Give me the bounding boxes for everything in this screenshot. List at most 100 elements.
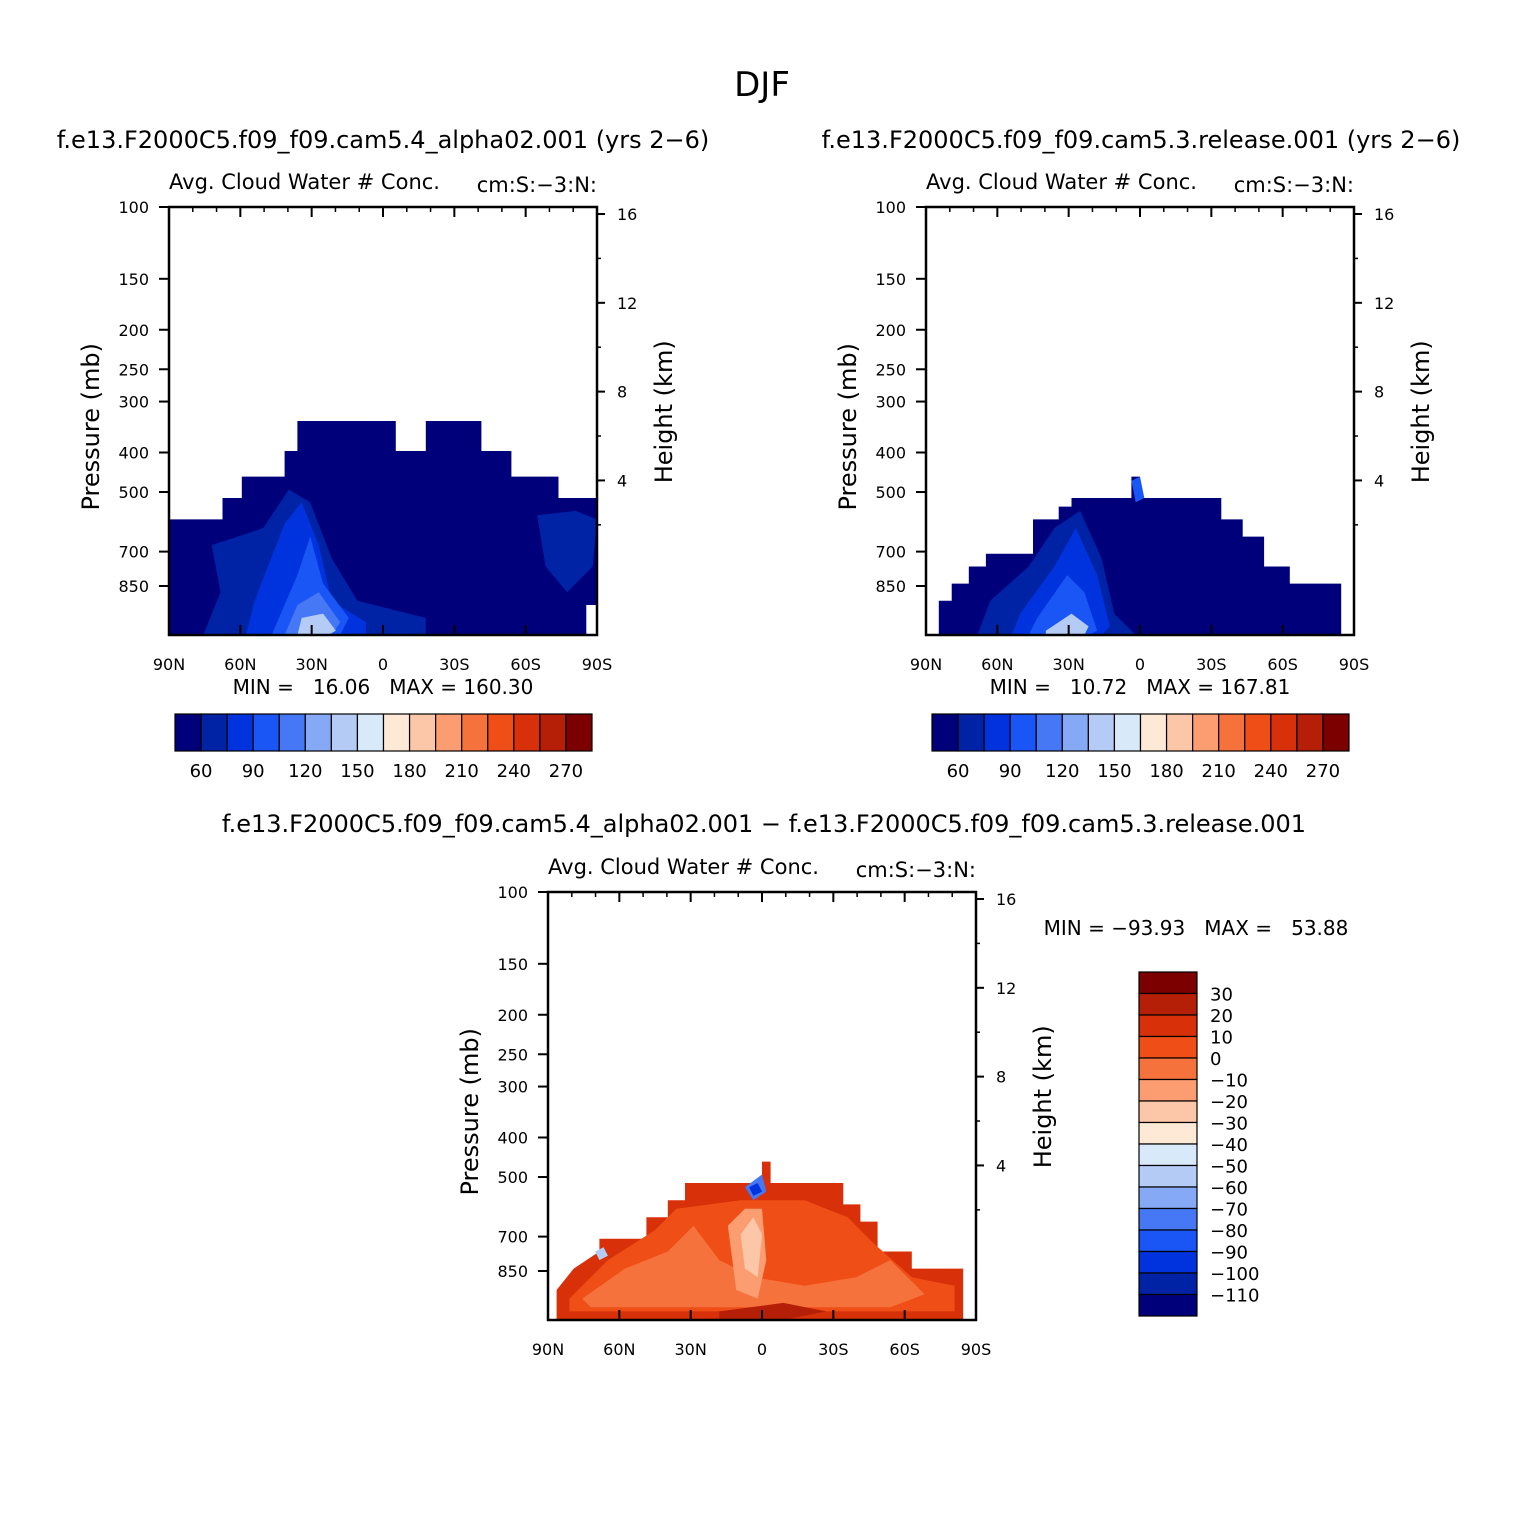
colorbar-swatch: [1035, 713, 1063, 752]
colorbar-2: 60 90 120 150 180 210 240 270: [931, 713, 1350, 782]
min-max-stats: MIN = 16.06 MAX = 160.30: [233, 675, 534, 699]
x-tick-label: 90S: [1339, 655, 1370, 674]
y-tick-label: 300: [118, 393, 149, 412]
y-tick-label: 500: [497, 1168, 528, 1187]
colorbar-swatch: [1009, 713, 1037, 752]
colorbar-label: 20: [1210, 1006, 1233, 1027]
colorbar-label: −50: [1210, 1157, 1248, 1178]
y2-tick-label: 12: [996, 979, 1016, 998]
colorbar-swatch: [1138, 1057, 1198, 1081]
x-tick-label: 60N: [224, 655, 256, 674]
colorbar-label: 120: [1045, 761, 1079, 782]
colorbar-swatch: [1138, 1078, 1198, 1102]
colorbar-swatch: [1138, 1229, 1198, 1253]
colorbar-label: 30: [1210, 985, 1233, 1006]
case-title-diff: f.e13.F2000C5.f09_f09.cam5.4_alpha02.001…: [222, 810, 1306, 838]
x-tick-label: 60S: [889, 1340, 920, 1359]
x-tick-label: 0: [1135, 655, 1145, 674]
y-tick-label: 700: [118, 543, 149, 562]
colorbar-label: −90: [1210, 1243, 1248, 1264]
y2-tick-label: 16: [617, 205, 637, 224]
colorbar-swatch: [1087, 713, 1116, 752]
colorbar-swatch: [174, 713, 202, 752]
y2-tick-label: 4: [1374, 471, 1384, 490]
y2-tick-label: 8: [1374, 383, 1384, 402]
colorbar-swatch: [461, 713, 489, 752]
colorbar-label: 60: [190, 761, 213, 782]
x-tick-label: 30S: [1196, 655, 1227, 674]
colorbar-label: 180: [1149, 761, 1183, 782]
colorbar-label: −40: [1210, 1135, 1248, 1156]
colorbar-swatch: [330, 713, 359, 752]
colorbar-label: 120: [288, 761, 322, 782]
x-tick-label: 60N: [981, 655, 1013, 674]
colorbar-label: 210: [445, 761, 479, 782]
colorbar-swatch: [1270, 713, 1298, 752]
colorbar-swatch: [513, 713, 541, 752]
x-tick-label: 90N: [532, 1340, 564, 1359]
colorbar-swatch: [983, 713, 1011, 752]
y-tick-label: 500: [875, 483, 906, 502]
panel-title: Avg. Cloud Water # Conc.: [926, 170, 1197, 194]
x-tick-label: 90S: [961, 1340, 992, 1359]
y2-tick-label: 8: [617, 383, 627, 402]
x-tick-label: 90S: [582, 655, 613, 674]
colorbars-layer: 60 90 120 150 180 210 240 270 60 90 120 150 180 210 24…: [174, 713, 1350, 1317]
colorbar-swatch: [487, 713, 515, 752]
panel-title: Avg. Cloud Water # Conc.: [169, 170, 440, 194]
colorbar-label: −10: [1210, 1071, 1248, 1092]
y2-tick-label: 12: [617, 294, 637, 313]
y-tick-label: 150: [875, 270, 906, 289]
y-tick-label: 500: [118, 483, 149, 502]
colorbar-swatch: [1244, 713, 1272, 752]
y-tick-label: 700: [875, 543, 906, 562]
colorbar-swatch: [1138, 1186, 1198, 1210]
colorbar-swatch: [1138, 971, 1198, 995]
y-tick-label: 850: [118, 577, 149, 596]
contour-region: [1045, 613, 1089, 635]
colorbar-swatch: [226, 713, 254, 752]
colorbar-1: 60 90 120 150 180 210 240 270: [174, 713, 593, 782]
colorbar-label: 180: [392, 761, 426, 782]
colorbar-swatch: [931, 713, 959, 752]
y-tick-label: 250: [118, 360, 149, 379]
case-title-1: f.e13.F2000C5.f09_f09.cam5.4_alpha02.001…: [57, 126, 710, 154]
colorbar-3: 3020100−10−20−30−40−50−60−70−80−90−100−1…: [1138, 971, 1259, 1317]
colorbar-swatch: [1138, 1100, 1198, 1124]
x-tick-label: 30S: [439, 655, 470, 674]
y2-tick-label: 12: [1374, 294, 1394, 313]
colorbar-label: −100: [1210, 1264, 1259, 1285]
x-tick-label: 90N: [910, 655, 942, 674]
y-tick-label: 250: [497, 1045, 528, 1064]
colorbar-swatch: [565, 713, 593, 752]
colorbar-swatch: [1138, 1293, 1198, 1317]
y-tick-label: 850: [497, 1262, 528, 1281]
x-tick-label: 90N: [153, 655, 185, 674]
colorbar-swatch: [1296, 713, 1324, 752]
panel-2: 90N 60N 30N 0 30S 60S 90S 100 150 200 250 300 400 500…: [834, 170, 1435, 699]
colorbar-swatch: [1138, 1250, 1198, 1274]
colorbar-swatch: [200, 713, 228, 752]
colorbar-swatch: [278, 713, 306, 752]
y-tick-label: 400: [875, 444, 906, 463]
x-tick-label: 30S: [818, 1340, 849, 1359]
colorbar-swatch: [1192, 713, 1220, 752]
colorbar-label: 240: [497, 761, 531, 782]
x-tick-label: 30N: [296, 655, 328, 674]
panel-title: Avg. Cloud Water # Conc.: [548, 855, 819, 879]
panels-layer: 90N 60N 30N 0 30S 60S 90S100150200250300400500…: [77, 170, 1435, 1359]
colorbar-swatch: [1138, 1207, 1198, 1231]
colorbar-swatch: [382, 713, 411, 752]
min-max-stats: MIN = −93.93 MAX = 53.88: [1044, 916, 1349, 940]
colorbar-swatch: [1138, 1143, 1198, 1167]
contour-region: [1131, 476, 1145, 503]
y-tick-label: 200: [497, 1006, 528, 1025]
y-tick-label: 400: [118, 444, 149, 463]
colorbar-label: −60: [1210, 1178, 1248, 1199]
colorbar-swatch: [1165, 713, 1194, 752]
y-tick-label: 250: [875, 360, 906, 379]
y-tick-label: 150: [497, 955, 528, 974]
colorbar-swatch: [252, 713, 280, 752]
colorbar-swatch: [957, 713, 985, 752]
colorbar-label: 210: [1202, 761, 1236, 782]
